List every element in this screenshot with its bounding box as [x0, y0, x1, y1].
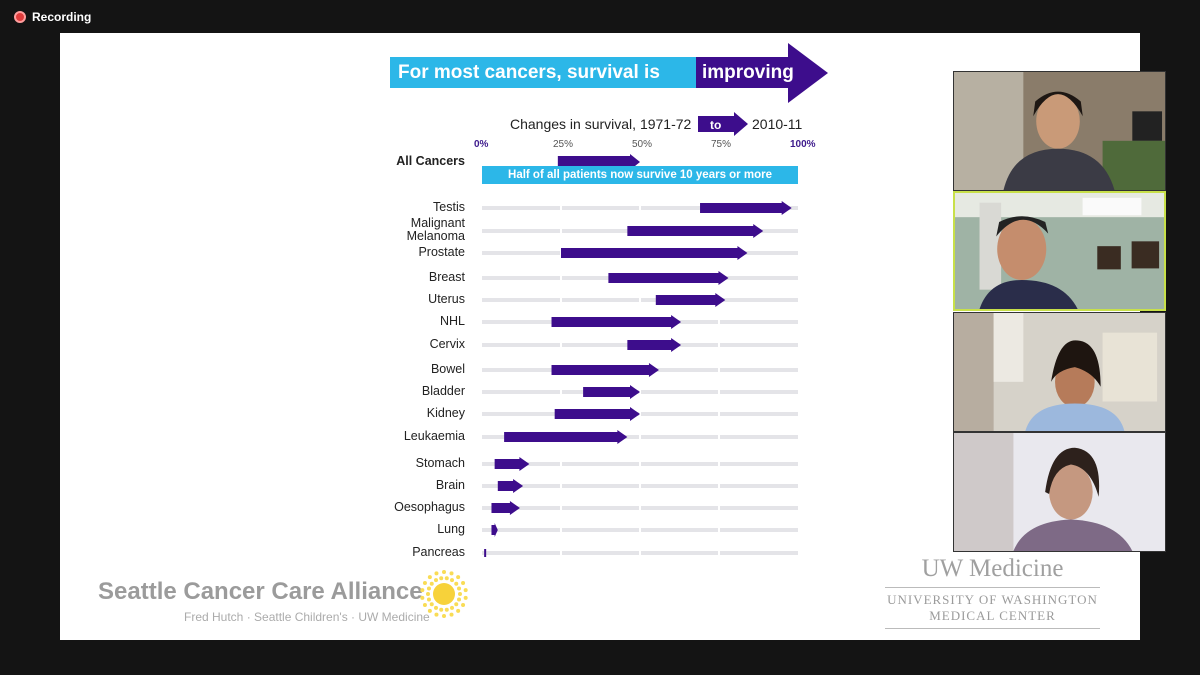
- row-label: Kidney: [426, 406, 465, 420]
- survival-arrow: [554, 407, 640, 421]
- track-gridline: [639, 435, 641, 439]
- banner-arrow-icon: [696, 43, 828, 103]
- survival-arrow: [497, 479, 524, 493]
- recording-indicator[interactable]: Recording: [14, 10, 91, 24]
- track-gridline: [560, 506, 562, 510]
- sun-icon: [420, 570, 468, 618]
- participant-video-1: [954, 72, 1165, 190]
- row-label: Breast: [428, 270, 465, 284]
- track-gridline: [639, 298, 641, 302]
- survival-arrow: [491, 523, 498, 537]
- survival-arrow: [484, 549, 487, 557]
- survival-arrow: [655, 293, 726, 307]
- row-label: Oesophagus: [394, 500, 465, 514]
- track-gridline: [718, 528, 720, 532]
- track-gridline: [560, 462, 562, 466]
- participant-tile-4[interactable]: [953, 432, 1166, 552]
- participant-video-4: [954, 433, 1165, 551]
- participant-tile-3[interactable]: [953, 312, 1166, 432]
- uw-name: UW Medicine: [885, 555, 1100, 588]
- track-gridline: [560, 206, 562, 210]
- survival-arrow: [583, 385, 640, 399]
- uw-sub1: UNIVERSITY OF WASHINGTON: [887, 592, 1098, 607]
- track-gridline: [560, 528, 562, 532]
- survival-chart: [482, 154, 798, 557]
- participant-video-2: [955, 193, 1164, 309]
- row-label: Malignant Melanoma: [406, 216, 465, 243]
- half-survive-note: Half of all patients now survive 10 year…: [482, 166, 798, 184]
- subtitle-arrow-icon: [698, 112, 748, 136]
- participant-tile-2[interactable]: [953, 191, 1166, 311]
- row-label: Lung: [437, 522, 465, 536]
- banner-lead: For most cancers, survival is: [390, 57, 700, 88]
- recording-label: Recording: [32, 10, 92, 24]
- track-gridline: [718, 320, 720, 324]
- track-gridline: [560, 484, 562, 488]
- x-tick-label: 75%: [711, 139, 732, 150]
- track-gridline: [718, 390, 720, 394]
- track-gridline: [718, 484, 720, 488]
- all-cancers-label: All Cancers: [396, 154, 465, 168]
- record-icon: [14, 11, 26, 23]
- subtitle-to: to: [710, 118, 722, 132]
- row-label: Uterus: [428, 292, 465, 306]
- scca-sub: Fred Hutch · Seattle Children's · UW Med…: [184, 610, 430, 624]
- track-gridline: [560, 390, 562, 394]
- track-gridline: [639, 528, 641, 532]
- x-tick-label: 100%: [790, 139, 816, 150]
- row-label: Cervix: [429, 337, 465, 351]
- survival-arrow: [494, 457, 530, 471]
- row-label: Leukaemia: [403, 429, 465, 443]
- row-label: Prostate: [418, 245, 465, 259]
- track-gridline: [560, 298, 562, 302]
- row-label: Bowel: [430, 362, 465, 376]
- x-tick-label: 25%: [553, 139, 574, 150]
- survival-arrow: [551, 363, 659, 377]
- track-gridline: [560, 551, 562, 555]
- track-gridline: [560, 343, 562, 347]
- track-gridline: [718, 343, 720, 347]
- track-gridline: [639, 206, 641, 210]
- row-label: Bladder: [421, 384, 465, 398]
- survival-arrow: [551, 315, 682, 329]
- chart-subtitle: Changes in survival, 1971-72: [510, 116, 692, 132]
- survival-arrow: [627, 338, 682, 352]
- banner-highlight: improving: [702, 62, 794, 83]
- survival-arrow: [504, 430, 628, 444]
- track-gridline: [639, 484, 641, 488]
- scca-name: Seattle Cancer Care Alliance: [98, 578, 423, 605]
- track-gridline: [639, 551, 641, 555]
- row-label: NHL: [439, 314, 465, 328]
- track-gridline: [718, 412, 720, 416]
- track-gridline: [560, 229, 562, 233]
- scca-logo: Seattle Cancer Care Alliance Fred Hutch …: [98, 578, 430, 624]
- row-label: Pancreas: [412, 545, 465, 559]
- track-gridline: [560, 276, 562, 280]
- track-gridline: [718, 435, 720, 439]
- x-tick-label: 50%: [632, 139, 653, 150]
- survival-arrow: [700, 201, 792, 215]
- survival-arrow: [491, 501, 520, 515]
- track-gridline: [639, 506, 641, 510]
- uw-medicine-logo: UW Medicine UNIVERSITY OF WASHINGTON MED…: [885, 555, 1100, 629]
- survival-arrow: [561, 246, 748, 260]
- participant-tile-1[interactable]: [953, 71, 1166, 191]
- survival-arrow: [627, 224, 764, 238]
- track-gridline: [718, 506, 720, 510]
- subtitle-end: 2010-11: [752, 116, 803, 132]
- row-label: Stomach: [415, 456, 465, 470]
- track-gridline: [639, 462, 641, 466]
- survival-arrow: [608, 271, 729, 285]
- x-tick-label: 0%: [474, 139, 489, 150]
- track-gridline: [718, 368, 720, 372]
- uw-sub2: MEDICAL CENTER: [885, 608, 1100, 629]
- row-label: Testis: [433, 200, 465, 214]
- track-gridline: [718, 551, 720, 555]
- participant-video-3: [954, 313, 1165, 431]
- track-gridline: [718, 462, 720, 466]
- row-label: Brain: [435, 478, 465, 492]
